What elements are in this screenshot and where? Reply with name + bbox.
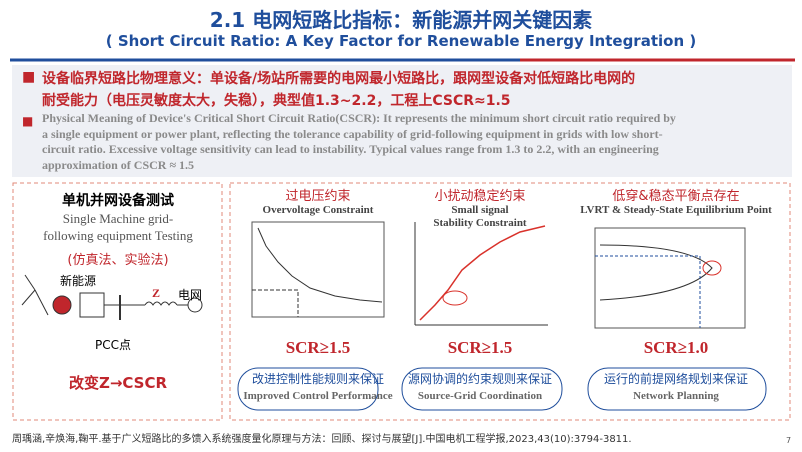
- method-cn: 运行的前提网络规划来保证: [603, 372, 749, 386]
- definition-en-line: circuit ratio. Excessive voltage sensiti…: [42, 142, 659, 156]
- constraints-box: [229, 182, 791, 421]
- source-label: 新能源: [60, 274, 97, 288]
- scr-threshold: SCR≥1.5: [447, 338, 513, 357]
- method-ovals: [237, 367, 767, 411]
- constraint-title-en: Small signal: [451, 204, 509, 216]
- bullet-marker: ■: [22, 114, 34, 128]
- constraint-title: 过电压约束: [285, 189, 351, 204]
- constraint-title: 小扰动稳定约束: [434, 189, 526, 204]
- grid-label: 电网: [178, 288, 203, 302]
- citation: 周瑀涵,辛焕海,鞠平.基于广义短路比的多馈入系统强度量化原理与方法：回顾、探讨与…: [12, 434, 632, 445]
- definition-en-line: a single equipment or power plant, refle…: [42, 126, 663, 141]
- definition-en-line: Physical Meaning of Device's Critical Sh…: [42, 111, 676, 125]
- method-en: Source-Grid Coordination: [417, 390, 543, 402]
- definition-en: Physical Meaning of Device's Critical Sh…: [42, 111, 676, 173]
- plot-lvrt: [594, 227, 746, 329]
- scr-threshold: SCR≥1.5: [285, 338, 351, 357]
- title: 2.1 电网短路比指标：新能源并网关键因素: [209, 8, 593, 32]
- definition-cn: 设备临界短路比物理意义：单设备/场站所需要的电网最小短路比，跟网型设备对低短路比…: [42, 68, 635, 112]
- impedance-label: Z: [152, 286, 161, 300]
- plot-overvoltage: [251, 221, 385, 318]
- pcc-label: PCC点: [95, 338, 131, 352]
- constraint-title-en: LVRT & Steady-State Equilibrium Point: [580, 204, 772, 216]
- left-title-en: Single Machine grid-: [62, 211, 174, 226]
- definition-box: [12, 65, 792, 177]
- method-en: Network Planning: [633, 390, 719, 402]
- left-box: [12, 182, 223, 421]
- plot-small-signal: [414, 222, 548, 326]
- definition-en-line: approximation of CSCR ≈ 1.5: [42, 157, 195, 172]
- definition-cn-line: 设备临界短路比物理意义：单设备/场站所需要的电网最小短路比，跟网型设备对低短路比…: [42, 71, 636, 87]
- scr-threshold: SCR≥1.0: [643, 338, 709, 357]
- left-method: (仿真法、实验法): [67, 253, 169, 268]
- definition-cn-line: 耐受能力（电压灵敏度太大，失稳），典型值1.3~2.2，工程上CSCR≈1.5: [42, 93, 511, 109]
- method-cn: 源网协调的约束规则来保证: [407, 372, 553, 386]
- subtitle: ( Short Circuit Ratio: A Key Factor for …: [105, 32, 697, 50]
- method-en: Improved Control Performance: [243, 390, 393, 402]
- left-title: 单机并网设备测试: [62, 193, 174, 209]
- circuit-diagram: [21, 274, 203, 320]
- left-title-en: following equipment Testing: [43, 228, 193, 243]
- method-cn: 改进控制性能规则来保证: [251, 372, 385, 386]
- page-number: 7: [786, 436, 792, 445]
- constraint-title: 低穿&稳态平衡点存在: [612, 189, 740, 204]
- left-result: 改变Z→CSCR: [68, 374, 168, 392]
- constraint-title-en: Overvoltage Constraint: [262, 204, 374, 216]
- constraint-title-en: Stability Constraint: [433, 217, 527, 229]
- bullet-marker: ■: [22, 69, 36, 85]
